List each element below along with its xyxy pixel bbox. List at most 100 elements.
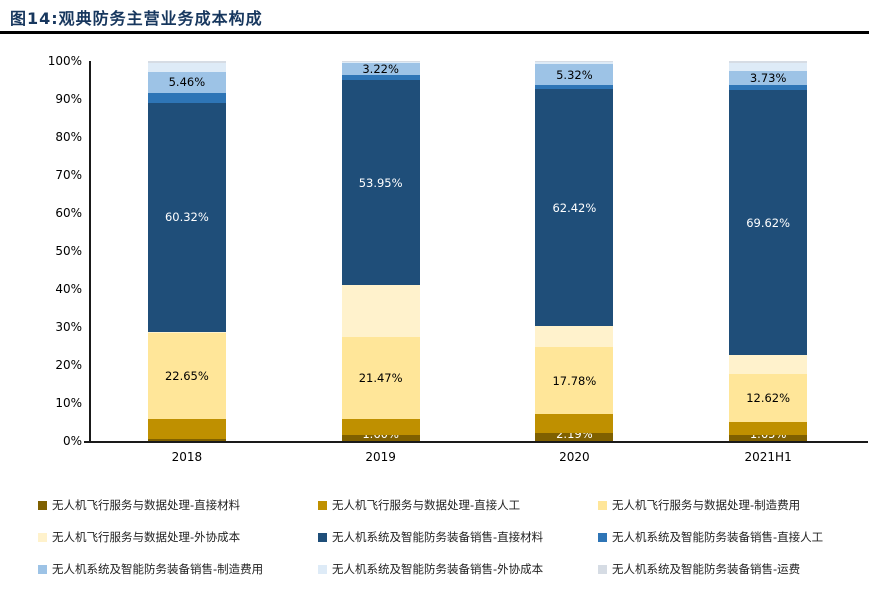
bar-segment <box>729 62 808 72</box>
x-category-label: 2019 <box>365 450 396 464</box>
stacked-bar-chart: 0%10%20%30%40%50%60%70%80%90%100% 0.62%2… <box>0 40 890 490</box>
bar-segment: 3.73% <box>729 71 808 86</box>
bar-segment <box>535 61 614 65</box>
y-tick-label: 0% <box>62 434 82 448</box>
legend-label: 无人机飞行服务与数据处理-直接人工 <box>332 498 521 512</box>
bar-segment <box>729 85 808 91</box>
legend-swatch-icon <box>598 564 607 574</box>
y-tick-label: 40% <box>55 282 82 296</box>
legend-label: 无人机系统及智能防务装备销售-直接材料 <box>332 530 544 544</box>
y-tick-label: 90% <box>55 92 82 106</box>
plot-area: 0.62%22.65%60.32%5.46%1.60%21.47%53.95%3… <box>90 61 865 441</box>
x-category-label: 2020 <box>559 450 590 464</box>
legend-label: 无人机飞行服务与数据处理-外协成本 <box>52 530 241 544</box>
legend-item: 无人机飞行服务与数据处理-外协成本 <box>38 529 318 545</box>
bar-segment <box>147 61 226 64</box>
bar-segment <box>147 92 226 103</box>
y-tick-label: 50% <box>55 244 82 258</box>
bar-segment <box>535 61 614 62</box>
y-tick-label: 100% <box>47 54 82 68</box>
stacked-bar-2021H1: 1.65%12.62%69.62%3.73% <box>729 61 808 441</box>
x-category-label: 2021H1 <box>744 450 792 464</box>
legend-label: 无人机系统及智能防务装备销售-外协成本 <box>332 562 544 576</box>
legend-swatch-icon <box>38 564 47 574</box>
bar-segment <box>535 432 614 441</box>
figure-title: 图14:观典防务主营业务成本构成 <box>10 9 263 28</box>
legend-swatch-icon <box>318 532 327 542</box>
legend-item: 无人机飞行服务与数据处理-直接人工 <box>318 497 598 513</box>
legend-item: 无人机系统及智能防务装备销售-运费 <box>598 561 868 577</box>
legend-label: 无人机飞行服务与数据处理-制造费用 <box>612 498 801 512</box>
chart-legend: 无人机飞行服务与数据处理-直接材料 无人机飞行服务与数据处理-直接人工 无人机飞行服… <box>38 497 868 577</box>
bar-segment: 5.46% <box>147 71 226 93</box>
bar-segment: 12.62% <box>729 373 808 422</box>
bar-segment <box>341 418 420 435</box>
stacked-bar-2020: 2.19% 17.78% 62.42% 5.32% <box>535 61 614 441</box>
legend-item: 无人机系统及智能防务装备销售-外协成本 <box>318 561 598 577</box>
y-tick-label: 20% <box>55 358 82 372</box>
bar-segment: 53.95% <box>341 80 420 286</box>
legend-label: 无人机飞行服务与数据处理-直接材料 <box>52 498 241 512</box>
legend-swatch-icon <box>598 532 607 542</box>
legend-item: 无人机系统及智能防务装备销售-制造费用 <box>38 561 318 577</box>
x-axis <box>84 441 868 443</box>
segment-value-label: 60.32% <box>164 210 209 225</box>
segment-value-label: 53.95% <box>358 175 403 190</box>
bar-segment <box>147 63 226 72</box>
y-axis <box>89 61 91 443</box>
legend-swatch-icon <box>598 500 607 510</box>
bar-segment <box>147 332 226 333</box>
legend-swatch-icon <box>318 564 327 574</box>
y-tick-label: 30% <box>55 320 82 334</box>
y-tick-label: 10% <box>55 396 82 410</box>
bar-segment <box>341 61 420 63</box>
bar-segment: 22.65% <box>147 332 226 419</box>
y-tick-label: 60% <box>55 206 82 220</box>
bar-segment <box>341 434 420 441</box>
legend-item: 无人机飞行服务与数据处理-制造费用 <box>598 497 868 513</box>
legend-item: 无人机系统及智能防务装备销售-直接人工 <box>598 529 868 545</box>
bar-segment: 62.42% <box>535 89 614 327</box>
bar-segment: 17.78% <box>535 346 614 415</box>
bar-segment <box>341 61 420 62</box>
bar-segment <box>535 414 614 433</box>
bar-segment <box>341 285 420 338</box>
segment-value-label: 12.62% <box>746 390 791 405</box>
segment-value-label: 5.32% <box>556 67 593 82</box>
legend-label: 无人机系统及智能防务装备销售-直接人工 <box>612 530 824 544</box>
segment-value-label: 3.22% <box>362 61 399 76</box>
bar-segment <box>729 61 808 63</box>
bar-segment: 60.32% <box>147 102 226 333</box>
title-underline <box>0 31 869 34</box>
bar-segment <box>147 438 226 441</box>
legend-label: 无人机系统及智能防务装备销售-制造费用 <box>52 562 264 576</box>
bar-segment <box>535 84 614 90</box>
bar-segment <box>729 434 808 441</box>
legend-item: 无人机飞行服务与数据处理-直接材料 <box>38 497 318 513</box>
bar-segment <box>729 354 808 374</box>
bar-segment: 21.47% <box>341 337 420 419</box>
bar-segment: 5.32% <box>535 64 614 85</box>
bar-segment: 69.62% <box>729 90 808 355</box>
segment-value-label: 22.65% <box>164 368 209 383</box>
legend-label: 无人机系统及智能防务装备销售-运费 <box>612 562 801 576</box>
segment-value-label: 62.42% <box>552 200 597 215</box>
stacked-bar-2019: 1.60%21.47%53.95%3.22% <box>341 61 420 441</box>
legend-swatch-icon <box>38 500 47 510</box>
bar-segment <box>341 75 420 81</box>
x-category-label: 2018 <box>171 450 203 464</box>
segment-value-label: 17.78% <box>552 373 597 388</box>
legend-swatch-icon <box>318 500 327 510</box>
bar-segment <box>535 326 614 347</box>
bar-segment <box>729 421 808 435</box>
bar-segment: 3.22% <box>341 61 420 76</box>
segment-value-label: 3.73% <box>749 71 787 86</box>
segment-value-label: 69.62% <box>746 215 791 230</box>
segment-value-label: 5.46% <box>168 75 206 90</box>
legend-swatch-icon <box>38 532 47 542</box>
legend-item: 无人机系统及智能防务装备销售-直接材料 <box>318 529 598 545</box>
y-tick-label: 70% <box>55 168 82 182</box>
segment-value-label: 21.47% <box>358 371 403 386</box>
stacked-bar-2018: 0.62%22.65%60.32%5.46% <box>147 61 226 441</box>
